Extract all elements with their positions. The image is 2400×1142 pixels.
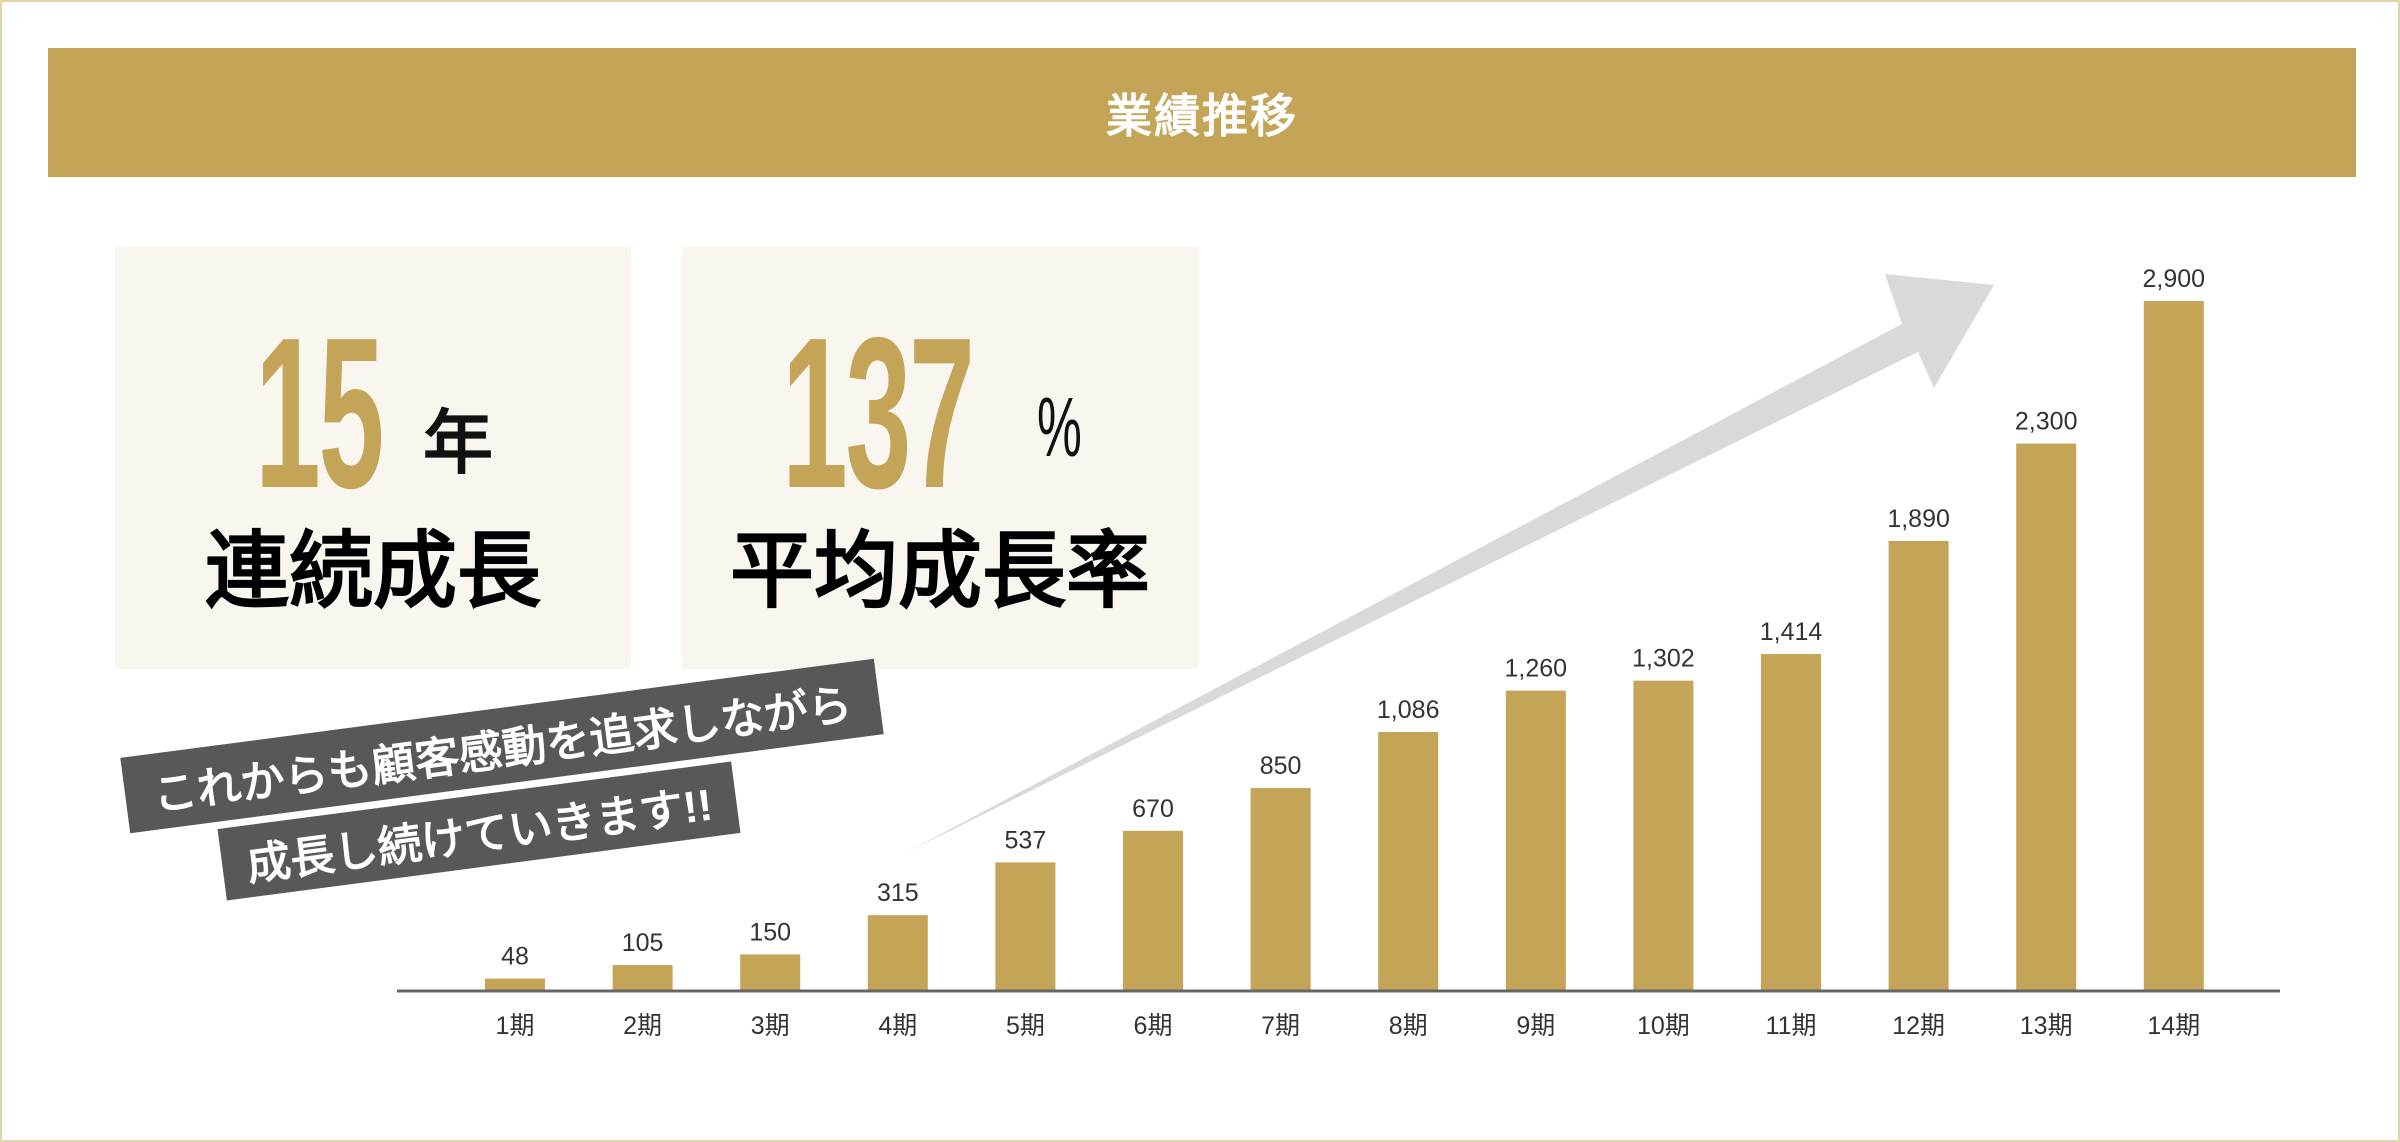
- value-label: 2,300: [2015, 408, 2078, 436]
- stat-label: 連続成長: [204, 524, 541, 618]
- value-label: 105: [622, 929, 664, 957]
- bar-12期: [1888, 540, 1949, 990]
- category-label: 5期: [1006, 1012, 1045, 1040]
- category-label: 9期: [1516, 1012, 1555, 1040]
- value-label: 850: [1260, 752, 1302, 780]
- growth-arrow-icon: [907, 274, 1994, 852]
- stat-unit: 年: [423, 404, 493, 482]
- bar-1期: [485, 978, 545, 990]
- value-label: 670: [1132, 795, 1174, 823]
- stat-label: 平均成長率: [729, 524, 1150, 618]
- stat-card-consecutive-growth: 15 年 連続成長: [115, 247, 631, 669]
- value-label: 2,900: [2143, 265, 2206, 293]
- stat-value: 15: [255, 292, 384, 533]
- bar-13期: [2016, 443, 2077, 990]
- value-label: 1,890: [1887, 505, 1950, 533]
- bar-11期: [1761, 654, 1821, 990]
- bar-4期: [867, 915, 928, 990]
- title-bar: 業績推移: [48, 48, 2356, 177]
- category-label: 14期: [2147, 1012, 2200, 1040]
- value-label: 1,302: [1632, 645, 1695, 673]
- category-label: 12期: [1892, 1012, 1945, 1040]
- bar-5期: [995, 862, 1056, 990]
- value-label: 1,260: [1505, 655, 1568, 683]
- category-label: 8期: [1389, 1012, 1428, 1040]
- bar-8期: [1378, 731, 1439, 990]
- category-label: 3期: [751, 1012, 790, 1040]
- bar-2期: [612, 965, 673, 990]
- category-label: 1期: [496, 1012, 535, 1040]
- value-label: 1,086: [1377, 696, 1440, 724]
- category-label: 4期: [878, 1012, 917, 1040]
- value-label: 1,414: [1760, 618, 1823, 646]
- stat-card-average-growth: 137 % 平均成長率: [682, 247, 1198, 669]
- bar-6期: [1123, 830, 1183, 990]
- value-label: 48: [501, 943, 529, 971]
- category-label: 10期: [1637, 1012, 1690, 1040]
- stat-unit: %: [1037, 380, 1082, 474]
- category-label: 13期: [2020, 1012, 2073, 1040]
- bar-10期: [1633, 680, 1694, 990]
- bar-3期: [740, 954, 801, 990]
- bar-9期: [1505, 690, 1566, 990]
- category-label: 2期: [623, 1012, 662, 1040]
- value-label: 315: [877, 879, 919, 907]
- value-label: 537: [1005, 826, 1047, 854]
- stat-value: 137: [782, 292, 975, 533]
- value-label: 150: [749, 918, 791, 946]
- bar-14期: [2143, 301, 2204, 990]
- category-label: 11期: [1766, 1012, 1817, 1040]
- category-label: 7期: [1261, 1012, 1300, 1040]
- bar-7期: [1250, 788, 1311, 990]
- category-label: 6期: [1134, 1012, 1173, 1040]
- page-title: 業績推移: [1106, 89, 1298, 142]
